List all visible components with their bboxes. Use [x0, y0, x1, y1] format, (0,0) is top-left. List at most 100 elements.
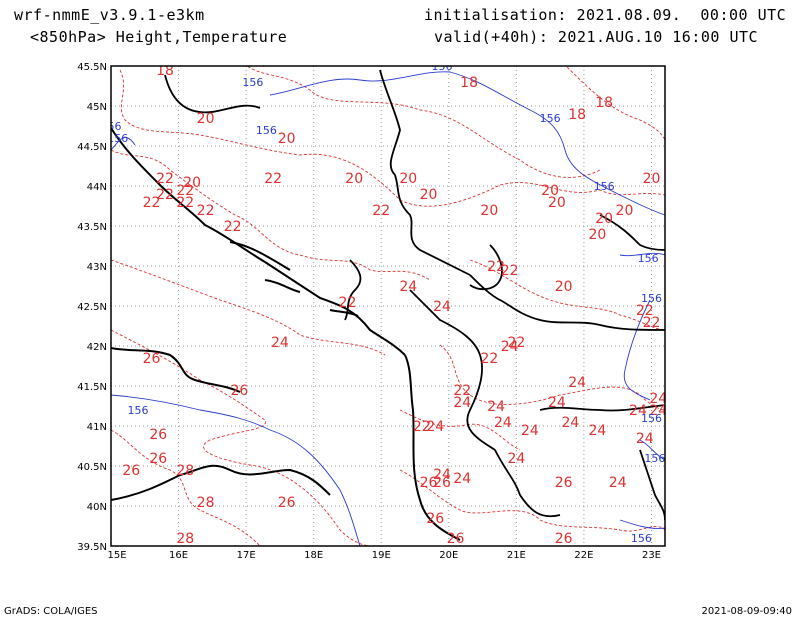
temperature-label: 26 [149, 427, 167, 443]
lon-tick-label: 15E [107, 550, 126, 561]
temperature-label: 24 [433, 467, 451, 483]
temperature-label: 26 [149, 451, 167, 467]
height-label: 156 [631, 532, 652, 545]
lat-tick-label: 45N [87, 102, 107, 113]
lat-tick-label: 43.5N [77, 222, 107, 233]
temperature-label: 20 [589, 227, 607, 243]
temperature-label: 28 [176, 531, 194, 547]
temperature-label: 18 [156, 63, 174, 79]
temperature-label: 24 [548, 395, 566, 411]
map-frame [110, 65, 666, 547]
temperature-label: 22 [143, 195, 161, 211]
valid-time: valid(+40h): 2021.AUG.10 16:00 UTC [434, 28, 759, 46]
height-label: 156 [641, 292, 662, 305]
temperature-label: 26 [278, 495, 296, 511]
init-time: initialisation: 2021.08.09. 00:00 UTC [424, 6, 787, 24]
temperature-label: 24 [426, 419, 444, 435]
temperature-label: 22 [501, 263, 519, 279]
temperature-contours [111, 66, 665, 546]
temperature-label: 26 [143, 351, 161, 367]
height-label: 156 [242, 76, 263, 89]
height-contours [111, 71, 665, 546]
temperature-label: 20 [555, 279, 573, 295]
temperature-label: 22 [264, 171, 282, 187]
temperature-label: 18 [568, 107, 586, 123]
temperature-label: 24 [649, 391, 667, 407]
temperature-label: 20 [480, 203, 498, 219]
lon-tick-label: 20E [439, 550, 458, 561]
lat-tick-label: 42N [87, 342, 107, 353]
temperature-label: 26 [420, 475, 438, 491]
temperature-label: 20 [197, 111, 215, 127]
temperature-label: 28 [197, 495, 215, 511]
height-label: 156 [594, 180, 615, 193]
temperature-label: 26 [122, 463, 140, 479]
height-label: 156 [540, 112, 561, 125]
temperature-label: 26 [433, 475, 451, 491]
temperature-label: 22 [176, 195, 194, 211]
lat-tick-label: 41N [87, 422, 107, 433]
lon-tick-label: 23E [642, 550, 661, 561]
temperature-label: 24 [271, 335, 289, 351]
temperature-label: 22 [507, 335, 525, 351]
temperature-label: 22 [643, 315, 661, 331]
lon-tick-label: 17E [237, 550, 256, 561]
height-label: 156 [101, 120, 122, 133]
temperature-label: 22 [156, 187, 174, 203]
temperature-label: 24 [521, 423, 539, 439]
coastlines [111, 127, 461, 541]
temperature-label: 18 [595, 95, 613, 111]
temperature-label: 24 [494, 415, 512, 431]
temperature-label: 20 [399, 171, 417, 187]
temperature-label: 22 [176, 183, 194, 199]
temperature-label: 22 [453, 383, 471, 399]
height-label: 156 [644, 452, 665, 465]
temperature-label: 26 [426, 511, 444, 527]
temperature-label: 24 [453, 395, 471, 411]
temperature-label: 22 [636, 303, 654, 319]
temperature-label: 26 [555, 531, 573, 547]
temperature-label: 24 [589, 423, 607, 439]
lat-tick-label: 44.5N [77, 142, 107, 153]
temperature-label: 22 [487, 259, 505, 275]
lon-tick-label: 21E [507, 550, 526, 561]
temperature-label: 22 [480, 351, 498, 367]
generation-timestamp: 2021-08-09-09:40 [701, 606, 792, 617]
lat-tick-label: 42.5N [77, 302, 107, 313]
temperature-label: 26 [555, 475, 573, 491]
temperature-label: 20 [616, 203, 634, 219]
height-label: 156 [107, 132, 128, 145]
temperature-label: 24 [501, 339, 519, 355]
lon-tick-label: 18E [304, 550, 323, 561]
temperature-label: 20 [420, 187, 438, 203]
lat-tick-label: 41.5N [77, 382, 107, 393]
temperature-label: 18 [460, 75, 478, 91]
longitude-labels: 15E 16E 17E 18E 19E 20E 21E 22E 23E [107, 550, 661, 561]
temperature-label: 24 [433, 299, 451, 315]
temperature-label: 22 [372, 203, 390, 219]
temperature-label: 22 [197, 203, 215, 219]
temperature-label: 20 [278, 131, 296, 147]
lat-tick-label: 40.5N [77, 462, 107, 473]
temperature-label: 28 [176, 463, 194, 479]
temperature-label: 20 [643, 171, 661, 187]
temperature-label: 20 [548, 195, 566, 211]
temperature-label: 24 [507, 451, 525, 467]
lon-tick-label: 16E [169, 550, 188, 561]
temperature-label: 22 [413, 419, 431, 435]
temperature-label: 20 [595, 211, 613, 227]
lon-tick-label: 22E [574, 550, 593, 561]
temperature-label: 24 [568, 375, 586, 391]
temperature-label: 24 [636, 431, 654, 447]
temperature-label: 20 [345, 171, 363, 187]
temperature-label: 24 [649, 403, 667, 419]
lat-tick-label: 44N [87, 182, 107, 193]
height-label: 156 [638, 252, 659, 265]
model-title: wrf-nmmE_v3.9.1-e3km [14, 6, 205, 24]
temperature-label: 24 [453, 471, 471, 487]
temperature-label: 24 [609, 475, 627, 491]
temperature-label: 26 [447, 531, 465, 547]
height-label: 156 [641, 412, 662, 425]
